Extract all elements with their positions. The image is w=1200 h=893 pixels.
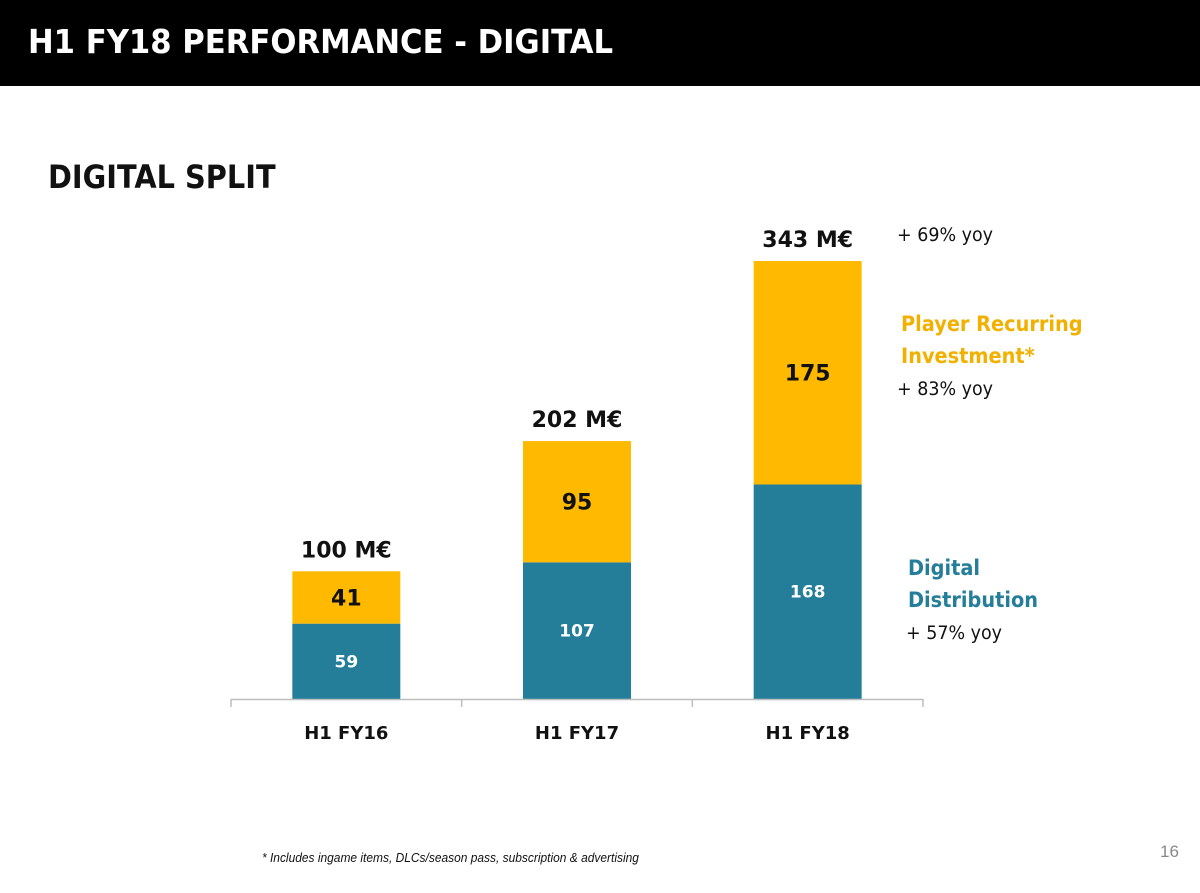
total-label: 343 M€ — [762, 228, 853, 253]
section-title: DIGITAL SPLIT — [48, 158, 276, 196]
bar-player-recurring — [753, 261, 862, 485]
legend-digital-distribution-line1: Digital — [908, 556, 981, 580]
legend-player-recurring: Player Recurring Investment* — [901, 308, 1083, 372]
data-label-digital-distribution: 59 — [334, 652, 358, 672]
footnote: * Includes ingame items, DLCs/season pas… — [262, 850, 639, 865]
bar-digital-distribution — [753, 484, 862, 699]
legend-player-recurring-line1: Player Recurring — [901, 312, 1083, 336]
x-tick-label: H1 FY16 — [304, 723, 388, 744]
bar-player-recurring — [292, 571, 401, 624]
legend-digital-distribution-line2: Distribution — [908, 588, 1039, 612]
legend-player-recurring-line2: Investment* — [901, 344, 1035, 368]
bar-player-recurring — [523, 441, 631, 563]
x-tick-label: H1 FY17 — [535, 723, 619, 744]
header-bar: H1 FY18 PERFORMANCE - DIGITAL — [0, 0, 1200, 86]
data-label-player-recurring: 95 — [562, 491, 593, 516]
data-label-digital-distribution: 168 — [790, 583, 826, 603]
bar-digital-distribution — [523, 562, 631, 699]
page-number: 16 — [1160, 842, 1179, 861]
player-recurring-yoy-label: + 83% yoy — [897, 378, 993, 400]
data-label-digital-distribution: 107 — [559, 622, 595, 642]
digital-distribution-yoy-label: + 57% yoy — [906, 622, 1002, 644]
total-label: 100 M€ — [301, 538, 392, 563]
total-yoy-label: + 69% yoy — [897, 224, 993, 246]
bar-digital-distribution — [292, 623, 401, 699]
total-label: 202 M€ — [532, 408, 623, 433]
x-tick-label: H1 FY18 — [766, 723, 850, 744]
page-title: H1 FY18 PERFORMANCE - DIGITAL — [28, 22, 614, 61]
legend-digital-distribution: Digital Distribution — [908, 552, 1038, 616]
data-label-player-recurring: 175 — [785, 362, 831, 387]
data-label-player-recurring: 41 — [331, 586, 362, 611]
